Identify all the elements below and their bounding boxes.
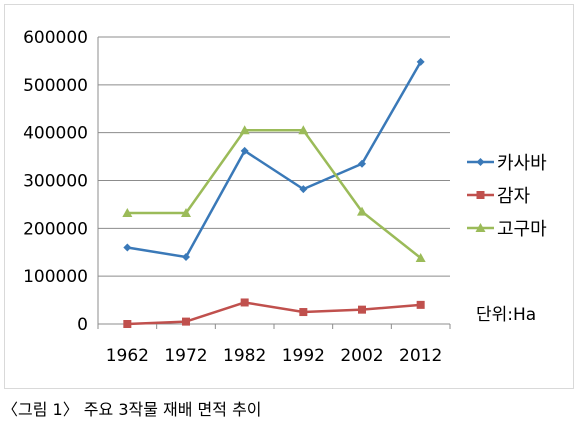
data-point bbox=[358, 305, 366, 314]
data-point bbox=[298, 125, 309, 135]
data-point bbox=[299, 185, 308, 194]
series-line bbox=[127, 129, 422, 259]
legend-marker bbox=[476, 158, 485, 166]
figure-caption: 〈그림 1〉 주요 3작물 재배 면적 추이 bbox=[2, 400, 262, 419]
axes bbox=[97, 37, 451, 329]
legend-label: 감자 bbox=[497, 186, 531, 207]
x-tick-label: 1962 bbox=[106, 346, 149, 366]
legend-marker bbox=[475, 223, 486, 232]
y-tick-label: 600000 bbox=[23, 28, 88, 48]
data-point bbox=[182, 317, 190, 326]
data-point bbox=[123, 243, 132, 252]
legend-item: 감자 bbox=[467, 186, 531, 207]
y-tick-label: 0 bbox=[77, 315, 88, 335]
data-point bbox=[240, 298, 249, 307]
gridlines bbox=[98, 36, 450, 277]
series-line bbox=[127, 301, 421, 326]
series-1 bbox=[123, 57, 425, 262]
data-point bbox=[240, 146, 249, 155]
data-point bbox=[357, 206, 367, 216]
x-tick-label: 1992 bbox=[282, 346, 325, 366]
y-tick-label: 300000 bbox=[23, 172, 88, 192]
y-tick-label: 100000 bbox=[23, 267, 88, 287]
y-tick-label: 200000 bbox=[23, 219, 88, 239]
data-point bbox=[416, 300, 425, 309]
x-tick-label: 1972 bbox=[164, 346, 207, 366]
y-tick-label: 400000 bbox=[23, 124, 88, 144]
y-tick-labels: 0 100000 200000 300000 400000 500000 600000 bbox=[23, 28, 88, 335]
unit-label: 단위:Ha bbox=[476, 305, 536, 325]
y-tick-label: 500000 bbox=[23, 76, 88, 96]
data-point bbox=[181, 208, 191, 218]
data-point bbox=[239, 125, 250, 135]
legend-item: 고구마 bbox=[467, 219, 547, 240]
data-point bbox=[123, 320, 132, 328]
x-tick-label: 1982 bbox=[223, 346, 266, 366]
series-2 bbox=[123, 298, 425, 328]
series-3 bbox=[122, 125, 426, 262]
legend-item: 카사바 bbox=[467, 153, 547, 174]
series bbox=[122, 57, 426, 328]
data-point bbox=[122, 208, 133, 218]
data-point bbox=[182, 253, 190, 262]
legend-label: 고구마 bbox=[497, 219, 547, 240]
data-point bbox=[358, 159, 366, 168]
series-line bbox=[127, 61, 422, 259]
data-point bbox=[416, 57, 425, 66]
x-tick-label: 2012 bbox=[399, 346, 442, 366]
legend-label: 카사바 bbox=[497, 153, 547, 174]
data-point bbox=[415, 252, 426, 262]
x-tick-label: 2002 bbox=[340, 346, 383, 366]
data-point bbox=[299, 308, 308, 317]
legend-marker bbox=[476, 191, 485, 199]
x-tick-labels: 1962 1972 1982 1992 2002 2012 bbox=[106, 346, 443, 366]
